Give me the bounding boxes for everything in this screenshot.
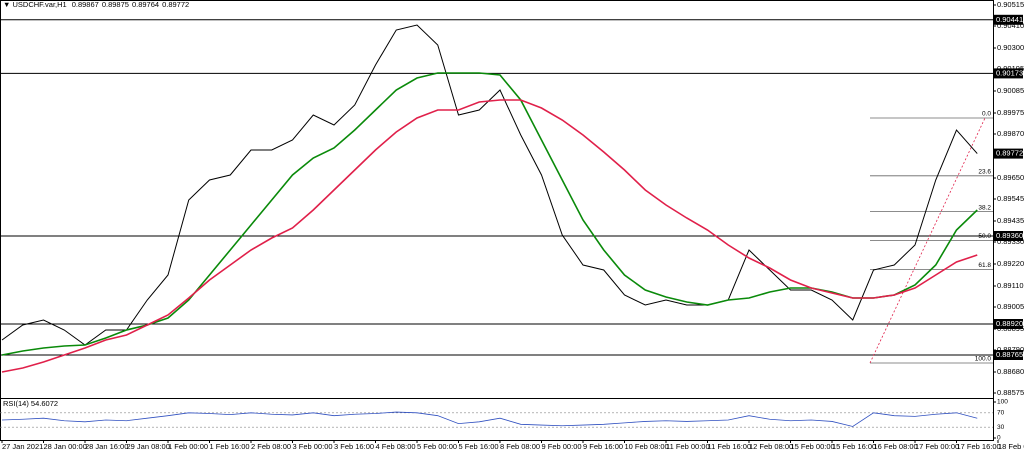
x-tick-label: 8 Feb 08:00: [500, 442, 540, 451]
series-line: [1, 411, 978, 427]
rsi-title: RSI(14) 54.6072: [3, 399, 58, 408]
x-tick-label: 9 Feb 16:00: [583, 442, 623, 451]
fib-label: 0.0: [982, 111, 991, 118]
level-label-box: [994, 350, 1023, 360]
y-tick-label: 0.89650: [997, 173, 1024, 182]
x-tick-label: 3 Feb 16:00: [334, 442, 374, 451]
x-tick-label: 10 Feb 08:00: [625, 442, 669, 451]
x-tick-label: 15 Feb 16:00: [832, 442, 876, 451]
x-tick-label: 11 Feb 00:00: [666, 442, 710, 451]
open: 0.89867: [72, 0, 99, 9]
y-tick-label: 0.89220: [997, 259, 1024, 268]
y-tick-label: 0.89330: [997, 237, 1024, 246]
level-label: 0.90441: [996, 15, 1023, 24]
x-tick-label: 16 Feb 08:00: [874, 442, 918, 451]
rsi-tick-label: 100: [997, 399, 1008, 406]
x-tick-label: 17 Feb 16:00: [957, 442, 1001, 451]
symbol: USDCHF.var,H1: [13, 0, 67, 9]
x-tick-label: 11 Feb 16:00: [708, 442, 752, 451]
x-tick-label: 4 Feb 08:00: [376, 442, 416, 451]
level-label: 0.88765: [996, 350, 1023, 359]
x-tick-label: 5 Feb 16:00: [459, 442, 499, 451]
rsi-tick-label: 70: [997, 410, 1005, 417]
x-tick-label: 1 Feb 16:00: [210, 442, 250, 451]
fib-label: 38.2: [978, 204, 991, 211]
level-label-box: [994, 319, 1023, 329]
x-tick-label: 27 Jan 2021: [2, 442, 43, 451]
current-price-box: [994, 148, 1023, 159]
series-line: [1, 72, 978, 356]
x-tick-label: 17 Feb 00:00: [915, 442, 959, 451]
y-tick-label: 0.89870: [997, 129, 1024, 138]
y-tick-label: 0.89435: [997, 216, 1024, 225]
y-tick-label: 0.89005: [997, 302, 1024, 311]
x-tick-label: 28 Jan 00:00: [44, 442, 87, 451]
y-tick-label: 0.88680: [997, 367, 1024, 376]
low: 0.89764: [132, 0, 159, 9]
x-tick-label: 2 Feb 08:00: [251, 442, 291, 451]
x-tick-label: 9 Feb 00:00: [542, 442, 582, 451]
series-line: [1, 99, 978, 373]
y-tick-label: 0.90300: [997, 43, 1024, 52]
level-label-box: [994, 68, 1023, 79]
y-tick-label: 0.89110: [997, 281, 1024, 290]
fib-trend: [869, 117, 986, 364]
y-tick-label: 0.90515: [997, 0, 1024, 9]
close: 0.89772: [162, 0, 189, 9]
x-tick-label: 5 Feb 00:00: [417, 442, 457, 451]
current-price: 0.89772: [996, 149, 1023, 158]
x-tick-label: 15 Feb 00:00: [791, 442, 835, 451]
y-tick-label: 0.90410: [997, 21, 1024, 30]
x-tick-label: 18 Feb 08:00: [998, 442, 1024, 451]
x-tick-label: 29 Jan 08:00: [127, 442, 170, 451]
fib-label: 61.8: [978, 262, 991, 269]
x-tick-label: 1 Feb 00:00: [168, 442, 208, 451]
y-tick-label: 0.88575: [997, 388, 1024, 397]
fib-label: 23.6: [978, 169, 991, 176]
series-line: [1, 24, 978, 346]
level-label: 0.88920: [996, 319, 1023, 328]
x-tick-label: 12 Feb 08:00: [749, 442, 793, 451]
x-tick-label: 28 Jan 16:00: [85, 442, 128, 451]
level-label: 0.90173: [996, 68, 1023, 77]
y-tick-label: 0.88790: [997, 345, 1024, 354]
x-tick-label: 3 Feb 00:00: [293, 442, 333, 451]
fib-label: 50.0: [978, 233, 991, 240]
level-label-box: [994, 14, 1023, 25]
menu-triangle: ▼: [3, 0, 13, 9]
level-label: 0.89360: [996, 231, 1023, 240]
chart-header: ▼ USDCHF.var,H1 0.89867 0.89875 0.89764 0.89…: [3, 0, 189, 9]
rsi-tick-label: 0: [997, 435, 1001, 442]
y-tick-label: 0.89975: [997, 108, 1024, 117]
main-frame: [0, 0, 994, 399]
rsi-frame: [0, 398, 994, 441]
fib-label: 100.0: [975, 356, 992, 363]
rsi-tick-label: 30: [997, 424, 1005, 431]
y-tick-label: 0.89545: [997, 194, 1024, 203]
level-label-box: [994, 231, 1023, 241]
y-tick-label: 0.90085: [997, 86, 1024, 95]
high: 0.89875: [102, 0, 129, 9]
